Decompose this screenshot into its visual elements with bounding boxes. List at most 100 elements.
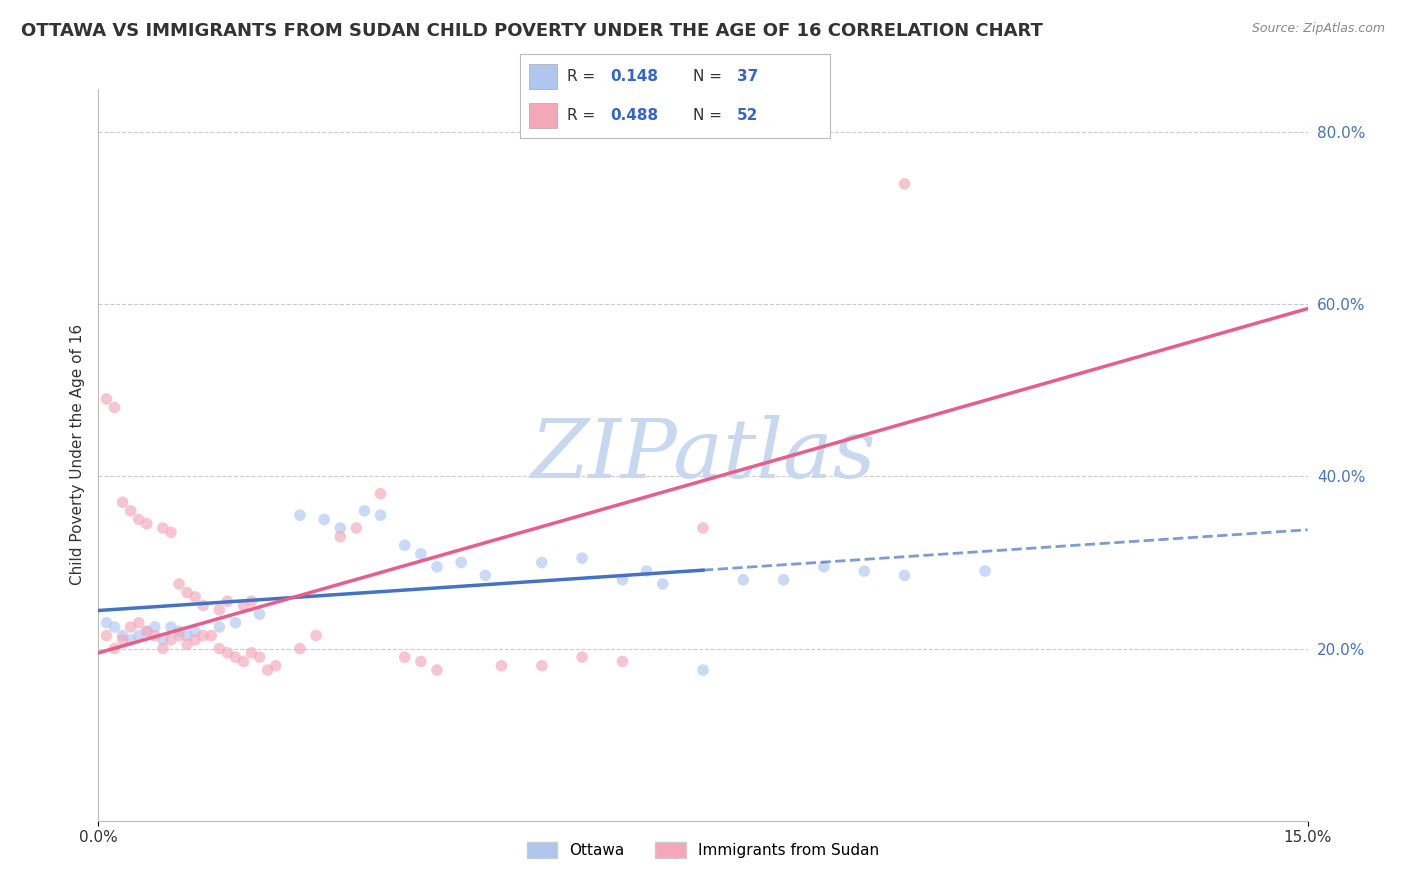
Point: [120, 504, 142, 518]
Point: [128, 629, 150, 643]
Point: [176, 637, 198, 651]
Text: Source: ZipAtlas.com: Source: ZipAtlas.com: [1251, 22, 1385, 36]
Point: [256, 663, 278, 677]
Point: [224, 615, 246, 630]
Point: [184, 632, 207, 647]
Point: [135, 624, 157, 639]
Point: [474, 568, 496, 582]
Point: [974, 564, 997, 578]
Point: [314, 512, 336, 526]
Point: [167, 624, 190, 639]
Point: [636, 564, 658, 578]
Point: [893, 177, 915, 191]
Point: [160, 632, 183, 647]
Point: [394, 650, 416, 665]
Point: [813, 559, 835, 574]
Point: [772, 573, 794, 587]
Text: ZIPatlas: ZIPatlas: [530, 415, 876, 495]
Point: [200, 629, 222, 643]
Text: N =: N =: [693, 69, 727, 84]
Point: [240, 594, 263, 608]
Point: [329, 530, 352, 544]
Point: [394, 538, 416, 552]
Text: 37: 37: [737, 69, 758, 84]
Legend: Ottawa, Immigrants from Sudan: Ottawa, Immigrants from Sudan: [520, 836, 886, 864]
Point: [208, 620, 231, 634]
Point: [370, 486, 392, 500]
Point: [426, 559, 449, 574]
Point: [160, 620, 183, 634]
Point: [249, 650, 271, 665]
Point: [176, 629, 198, 643]
Point: [111, 629, 134, 643]
Text: 0.148: 0.148: [610, 69, 658, 84]
Point: [208, 641, 231, 656]
Point: [96, 615, 118, 630]
Point: [96, 392, 118, 406]
Point: [288, 508, 311, 523]
Point: [893, 568, 915, 582]
Point: [651, 577, 673, 591]
Point: [409, 655, 432, 669]
Point: [128, 615, 150, 630]
Point: [167, 629, 190, 643]
Point: [111, 495, 134, 509]
Point: [329, 521, 352, 535]
Point: [426, 663, 449, 677]
Point: [240, 646, 263, 660]
Point: [249, 607, 271, 621]
Point: [224, 650, 246, 665]
Point: [305, 629, 328, 643]
Point: [491, 658, 513, 673]
Text: OTTAWA VS IMMIGRANTS FROM SUDAN CHILD POVERTY UNDER THE AGE OF 16 CORRELATION CH: OTTAWA VS IMMIGRANTS FROM SUDAN CHILD PO…: [21, 22, 1043, 40]
Point: [103, 401, 125, 415]
Point: [143, 629, 166, 643]
Point: [450, 556, 472, 570]
Point: [193, 629, 215, 643]
Point: [208, 603, 231, 617]
Point: [96, 629, 118, 643]
Text: N =: N =: [693, 108, 727, 123]
Point: [217, 646, 239, 660]
Point: [353, 504, 375, 518]
FancyBboxPatch shape: [530, 63, 557, 89]
Point: [288, 641, 311, 656]
Point: [103, 620, 125, 634]
Point: [167, 577, 190, 591]
Point: [135, 624, 157, 639]
Point: [184, 624, 207, 639]
Point: [152, 632, 174, 647]
Point: [612, 573, 634, 587]
Point: [344, 521, 367, 535]
Point: [143, 620, 166, 634]
Point: [232, 599, 254, 613]
Y-axis label: Child Poverty Under the Age of 16: Child Poverty Under the Age of 16: [69, 325, 84, 585]
Point: [152, 641, 174, 656]
Point: [111, 632, 134, 647]
Text: 52: 52: [737, 108, 758, 123]
Point: [217, 594, 239, 608]
Point: [612, 655, 634, 669]
Point: [853, 564, 876, 578]
Text: 0.488: 0.488: [610, 108, 658, 123]
Point: [193, 599, 215, 613]
FancyBboxPatch shape: [530, 103, 557, 128]
Point: [176, 585, 198, 599]
Point: [409, 547, 432, 561]
Point: [264, 658, 287, 673]
Point: [232, 655, 254, 669]
Text: R =: R =: [567, 108, 600, 123]
Point: [128, 512, 150, 526]
Text: R =: R =: [567, 69, 600, 84]
Point: [184, 590, 207, 604]
Point: [530, 556, 553, 570]
Point: [692, 521, 714, 535]
Point: [733, 573, 755, 587]
Point: [103, 641, 125, 656]
Point: [530, 658, 553, 673]
Point: [160, 525, 183, 540]
Point: [135, 516, 157, 531]
Point: [571, 551, 593, 566]
Point: [120, 632, 142, 647]
Point: [370, 508, 392, 523]
